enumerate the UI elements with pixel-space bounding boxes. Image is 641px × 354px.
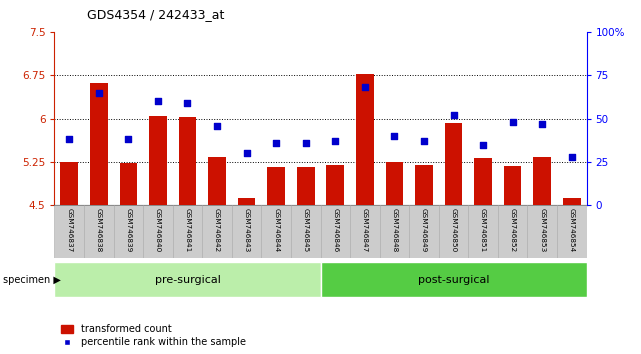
- Bar: [356, 74, 374, 205]
- Bar: [557, 205, 587, 258]
- Text: post-surgical: post-surgical: [418, 275, 489, 285]
- Bar: [498, 205, 528, 258]
- Bar: [504, 166, 522, 205]
- Bar: [438, 205, 469, 258]
- Text: GSM746846: GSM746846: [332, 208, 338, 252]
- Text: GSM746842: GSM746842: [214, 208, 220, 252]
- Text: GSM746851: GSM746851: [480, 208, 486, 252]
- Point: [183, 100, 193, 106]
- Bar: [90, 83, 108, 205]
- Bar: [119, 163, 137, 205]
- Text: GDS4354 / 242433_at: GDS4354 / 242433_at: [87, 8, 224, 21]
- Bar: [528, 205, 557, 258]
- Bar: [232, 205, 262, 258]
- Text: GSM746852: GSM746852: [510, 208, 515, 252]
- Bar: [54, 205, 84, 258]
- Text: GSM746845: GSM746845: [303, 208, 309, 252]
- Bar: [385, 162, 403, 205]
- Point: [567, 154, 577, 160]
- Bar: [149, 116, 167, 205]
- Text: GSM746847: GSM746847: [362, 208, 368, 252]
- Bar: [84, 205, 113, 258]
- Bar: [267, 167, 285, 205]
- Point: [271, 140, 281, 146]
- Bar: [474, 159, 492, 205]
- Legend: transformed count, percentile rank within the sample: transformed count, percentile rank withi…: [60, 322, 247, 349]
- Bar: [291, 205, 320, 258]
- Bar: [469, 205, 498, 258]
- Point: [419, 138, 429, 144]
- Text: specimen ▶: specimen ▶: [3, 275, 61, 285]
- Text: GSM746838: GSM746838: [96, 208, 102, 252]
- Text: GSM746854: GSM746854: [569, 208, 575, 252]
- Bar: [415, 165, 433, 205]
- Point: [508, 119, 518, 125]
- Text: GSM746841: GSM746841: [185, 208, 190, 252]
- Point: [242, 150, 252, 156]
- Bar: [54, 262, 320, 297]
- Bar: [350, 205, 379, 258]
- Text: GSM746843: GSM746843: [244, 208, 249, 252]
- Bar: [409, 205, 438, 258]
- Bar: [320, 205, 350, 258]
- Bar: [262, 205, 291, 258]
- Text: GSM746850: GSM746850: [451, 208, 456, 252]
- Point: [537, 121, 547, 127]
- Point: [478, 142, 488, 147]
- Bar: [60, 162, 78, 205]
- Text: pre-surgical: pre-surgical: [154, 275, 221, 285]
- Text: GSM746849: GSM746849: [421, 208, 427, 252]
- Point: [301, 140, 311, 146]
- Text: GSM746837: GSM746837: [66, 208, 72, 252]
- Bar: [113, 205, 143, 258]
- Text: GSM746844: GSM746844: [273, 208, 279, 252]
- Point: [212, 123, 222, 129]
- Bar: [179, 117, 196, 205]
- Text: GSM746853: GSM746853: [539, 208, 545, 252]
- Bar: [172, 205, 203, 258]
- Bar: [445, 123, 462, 205]
- Bar: [203, 205, 232, 258]
- Bar: [143, 205, 172, 258]
- Point: [64, 137, 74, 142]
- Text: GSM746840: GSM746840: [155, 208, 161, 252]
- Bar: [379, 205, 409, 258]
- Point: [153, 98, 163, 104]
- Point: [448, 112, 458, 118]
- Point: [360, 85, 370, 90]
- Bar: [208, 157, 226, 205]
- Point: [389, 133, 399, 139]
- Bar: [563, 198, 581, 205]
- Text: GSM746839: GSM746839: [126, 208, 131, 252]
- Text: GSM746848: GSM746848: [392, 208, 397, 252]
- Point: [123, 137, 133, 142]
- Bar: [533, 157, 551, 205]
- Bar: [326, 165, 344, 205]
- Bar: [238, 198, 256, 205]
- Bar: [320, 262, 587, 297]
- Point: [94, 90, 104, 96]
- Bar: [297, 167, 315, 205]
- Point: [330, 138, 340, 144]
